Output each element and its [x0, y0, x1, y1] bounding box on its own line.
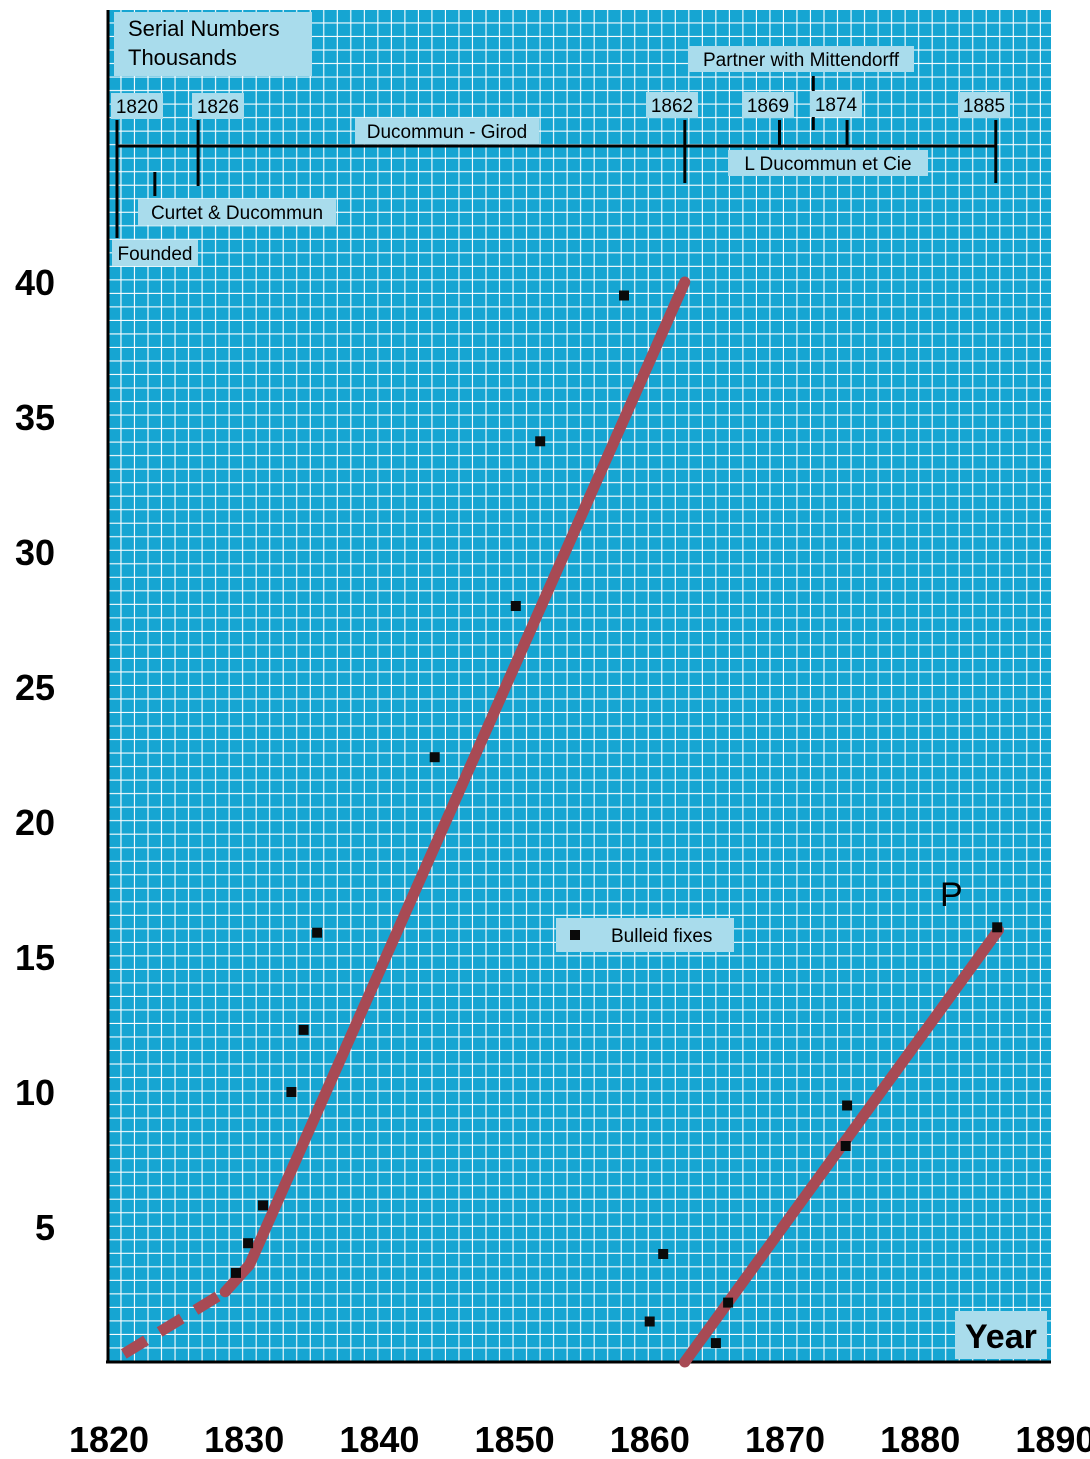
period-ducommun-et-cie: L Ducommun et Cie: [744, 154, 911, 175]
data-point-2: [243, 1238, 254, 1249]
data-point-12: [658, 1249, 669, 1259]
company-timeline: 1820 1826 1862 1869 1874 1885 Ducommun - Girod…: [111, 46, 1010, 266]
chart-title-bg: [114, 12, 312, 76]
timeline-year-1874: 1874: [815, 95, 858, 116]
y-tick-label-40: 40: [15, 262, 55, 303]
timeline-year-1862: 1862: [651, 96, 693, 117]
trend-line-2: [219, 276, 691, 1298]
data-point-16: [842, 1100, 853, 1111]
data-point-8: [510, 601, 521, 611]
period-founded-bg: [112, 240, 198, 266]
chart-title-box: Serial Numbers Thousands: [114, 12, 312, 76]
period-curtet-ducommun: Curtet & Ducommun: [151, 203, 323, 224]
x-tick-label-1830: 1830: [204, 1419, 284, 1459]
x-axis-title-box: Year: [955, 1311, 1047, 1359]
timeline-year-1885: 1885: [963, 96, 1005, 117]
y-tick-label-5: 5: [35, 1207, 55, 1248]
timeline-year-1826-bg: [192, 93, 244, 119]
x-tick-label-1870: 1870: [745, 1419, 825, 1459]
timeline-year-1869: 1869: [747, 96, 789, 117]
legend-label-bulleid-fixes: Bulleid fixes: [611, 926, 712, 947]
period-mittendorff-bg: [688, 46, 914, 72]
period-ducommun-et-cie-bg: [728, 150, 928, 176]
x-tick-label-1820: 1820: [69, 1419, 149, 1459]
period-ducommun-girod: Ducommun - Girod: [367, 122, 528, 143]
data-point-1: [231, 1267, 241, 1278]
timeline-year-1874-bg: [810, 91, 862, 117]
data-point-6: [312, 927, 323, 938]
data-markers: [231, 290, 1003, 1349]
y-tick-label-20: 20: [15, 802, 55, 843]
period-founded: Founded: [117, 244, 192, 265]
data-point-11: [644, 1316, 655, 1327]
x-tick-label-1850: 1850: [475, 1419, 555, 1459]
p-label: P: [940, 876, 963, 914]
data-point-17: [992, 922, 1003, 933]
plot-area: [108, 10, 1051, 1362]
timeline-year-1820-bg: [111, 93, 163, 119]
x-tick-label-1860: 1860: [610, 1419, 690, 1459]
data-point-5: [298, 1024, 309, 1035]
x-axis-title: Year: [965, 1318, 1037, 1356]
chart-title-line-1: Serial Numbers: [128, 16, 280, 41]
period-curtet-ducommun-bg: [138, 199, 336, 225]
x-axis-title-bg: [955, 1311, 1047, 1359]
y-tick-label-25: 25: [15, 667, 55, 708]
y-tick-label-35: 35: [15, 397, 55, 438]
timeline-year-1826: 1826: [197, 97, 239, 118]
x-tick-label-1880: 1880: [880, 1419, 960, 1459]
legend-marker: [570, 930, 580, 940]
legend-bg: [556, 918, 734, 952]
chart-title-line-2: Thousands: [128, 45, 237, 70]
period-ducommun-girod-bg: [355, 118, 539, 144]
data-point-9: [535, 436, 546, 447]
trend-line-1: [120, 1287, 229, 1359]
data-point-10: [619, 290, 629, 301]
x-tick-labels: 1820 1830 1840 1850 1860 1870 1880 1890: [69, 1419, 1090, 1459]
data-point-15: [840, 1141, 851, 1151]
period-mittendorff: Partner with Mittendorff: [703, 50, 900, 71]
x-tick-label-1890: 1890: [1015, 1419, 1090, 1459]
y-tick-label-15: 15: [15, 937, 55, 978]
timeline-year-1862-bg: [646, 92, 698, 118]
y-tick-label-10: 10: [15, 1072, 55, 1113]
y-tick-label-30: 30: [15, 532, 55, 573]
data-point-4: [286, 1087, 297, 1097]
timeline-year-1820: 1820: [116, 97, 158, 118]
data-point-13: [710, 1338, 721, 1349]
timeline-year-1869-bg: [742, 92, 794, 118]
data-point-3: [258, 1200, 268, 1211]
legend: Bulleid fixes: [556, 918, 734, 952]
timeline-year-1885-bg: [958, 92, 1010, 118]
y-tick-labels: 5 10 15 20 25 30 35 40: [15, 262, 55, 1248]
data-point-7: [429, 752, 440, 763]
x-tick-label-1840: 1840: [339, 1419, 419, 1459]
data-point-14: [723, 1297, 734, 1308]
